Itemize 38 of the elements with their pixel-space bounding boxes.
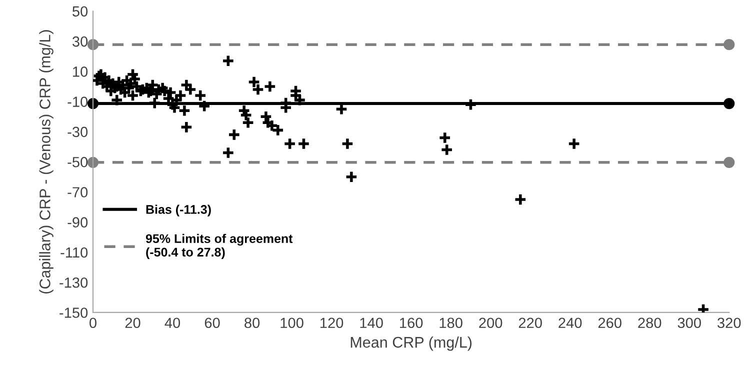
x-tick-label: 260	[598, 318, 622, 328]
y-tick-label: -70	[68, 187, 88, 198]
point	[87, 39, 99, 50]
point	[724, 98, 735, 110]
x-axis-title: Mean CRP (mg/L)	[350, 336, 472, 351]
legend-label: 95% Limits of agreement (-50.4 to 27.8)	[146, 234, 293, 260]
point	[724, 156, 735, 168]
point	[87, 156, 99, 168]
y-tick-label: -10	[68, 96, 88, 107]
point	[87, 98, 99, 110]
y-tick-label: -130	[60, 277, 88, 288]
y-axis-title: (Capillary) CRP - (Venous) CRP (mg/L)	[39, 30, 54, 294]
x-tick-label: 180	[440, 318, 462, 328]
x-tick-label: 280	[638, 318, 662, 328]
x-tick-label: 100	[280, 318, 304, 328]
x-tick-label: 220	[518, 318, 542, 328]
y-tick-label: -110	[60, 247, 88, 258]
x-tick-label: 60	[204, 318, 220, 328]
x-tick-label: 40	[164, 318, 180, 328]
x-tick-label: 0	[90, 318, 96, 328]
y-tick-label: -90	[68, 217, 88, 228]
point	[724, 39, 735, 50]
x-tick-label: 320	[718, 318, 741, 328]
y-tick-label: -150	[60, 308, 88, 318]
legend-label: Bias (-11.3)	[146, 204, 211, 216]
x-tick-label: 140	[360, 318, 383, 328]
y-tick-label: 30	[72, 36, 88, 47]
x-tick-label: 120	[320, 318, 344, 328]
y-tick-label: -30	[68, 126, 88, 138]
x-tick-label: 300	[678, 318, 701, 328]
x-tick-label: 240	[558, 318, 582, 328]
y-tick-label: 10	[73, 66, 88, 77]
x-tick-label: 20	[125, 318, 140, 328]
y-tick-label: 50	[72, 6, 88, 17]
x-tick-label: 160	[400, 318, 423, 328]
x-tick-label: 200	[479, 318, 502, 328]
x-tick-label: 80	[244, 318, 260, 328]
y-tick-label: -50	[68, 156, 88, 168]
